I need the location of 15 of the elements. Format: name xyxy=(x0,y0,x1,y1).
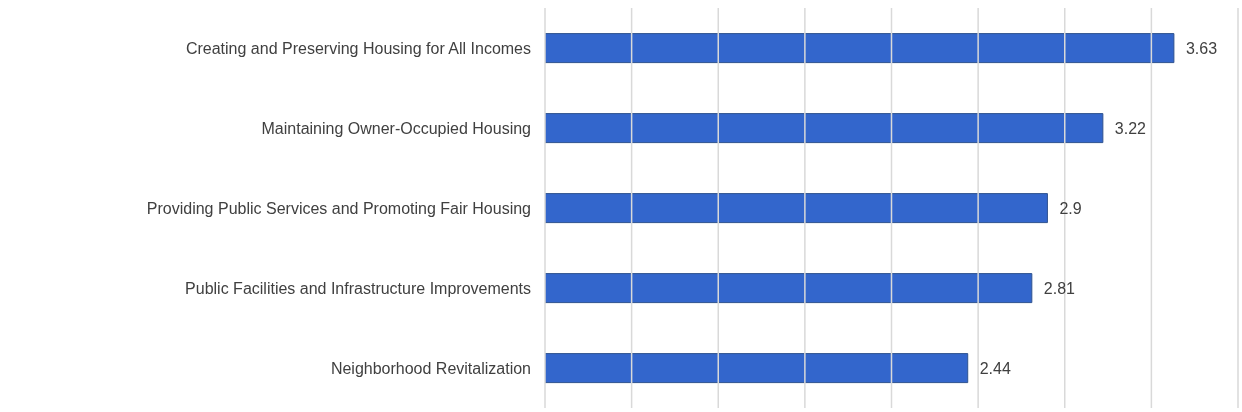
bar xyxy=(545,273,1033,304)
bar xyxy=(545,353,969,384)
y-tick-label: Neighborhood Revitalization xyxy=(330,359,531,377)
data-label: 2.81 xyxy=(1043,279,1076,297)
data-label: 2.44 xyxy=(979,359,1011,377)
data-label: 3.63 xyxy=(1185,39,1218,57)
data-label: 2.9 xyxy=(1059,199,1082,217)
data-label: 3.22 xyxy=(1114,119,1147,137)
y-tick-label: Providing Public Services and Promoting Fair Housing xyxy=(146,199,531,217)
bar xyxy=(545,113,1104,144)
y-tick-label: Creating and Preserving Housing for All Incomes xyxy=(185,39,531,57)
y-tick-label: Public Facilities and Infrastructure Improvements xyxy=(185,279,531,297)
y-tick-label: Maintaining Owner-Occupied Housing xyxy=(261,119,531,137)
bar xyxy=(545,193,1048,224)
bar xyxy=(545,33,1175,64)
